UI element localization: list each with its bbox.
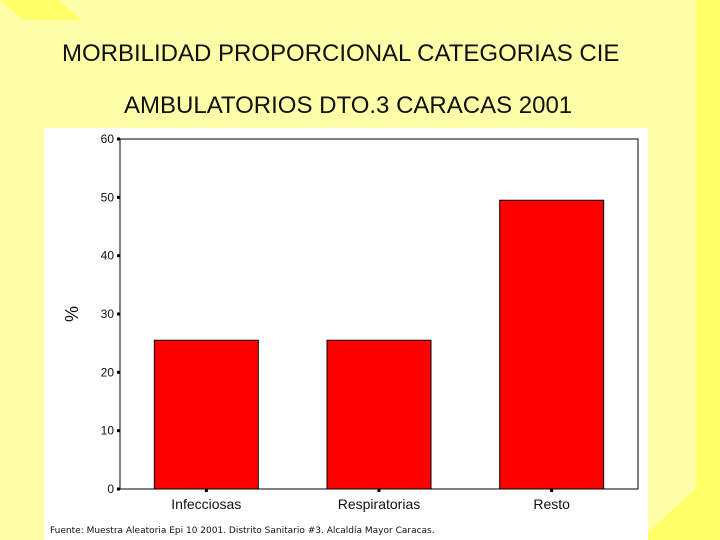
y-tick-label: 20	[101, 365, 115, 379]
x-tick-label: Respiratorias	[338, 496, 420, 512]
source-note: Fuente: Muestra Aleatoria Epi 10 2001. D…	[50, 526, 435, 536]
corner-stripe-bottom-right	[640, 466, 720, 540]
y-tick-mark	[117, 137, 120, 141]
x-tick-mark	[204, 489, 208, 492]
x-tick-mark	[550, 489, 554, 492]
title-line-1: MORBILIDAD PROPORCIONAL CATEGORIAS CIE	[62, 40, 620, 67]
bar-resto	[499, 199, 605, 490]
y-tick-mark	[117, 254, 120, 258]
y-tick-mark	[117, 195, 120, 199]
y-tick-label: 50	[101, 190, 115, 204]
y-tick-mark	[117, 429, 120, 433]
x-tick-label: Resto	[533, 496, 570, 512]
bar-infecciosas	[153, 339, 259, 490]
corner-stripe-top-left	[0, 0, 82, 20]
x-tick-mark	[377, 489, 381, 492]
y-tick-label: 40	[101, 249, 115, 263]
title-line-2: AMBULATORIOS DTO.3 CARACAS 2001	[124, 92, 573, 119]
y-tick-label: 60	[101, 132, 115, 146]
y-tick-mark	[117, 312, 120, 316]
y-tick-label: 30	[101, 307, 115, 321]
y-axis-label: %	[62, 306, 82, 322]
right-edge-band	[696, 0, 720, 540]
y-tick-label: 0	[107, 482, 114, 496]
y-tick-label: 10	[101, 424, 115, 438]
y-tick-mark	[117, 487, 120, 491]
y-tick-mark	[117, 370, 120, 374]
x-tick-label: Infecciosas	[171, 496, 241, 512]
bar-respiratorias	[326, 339, 432, 490]
